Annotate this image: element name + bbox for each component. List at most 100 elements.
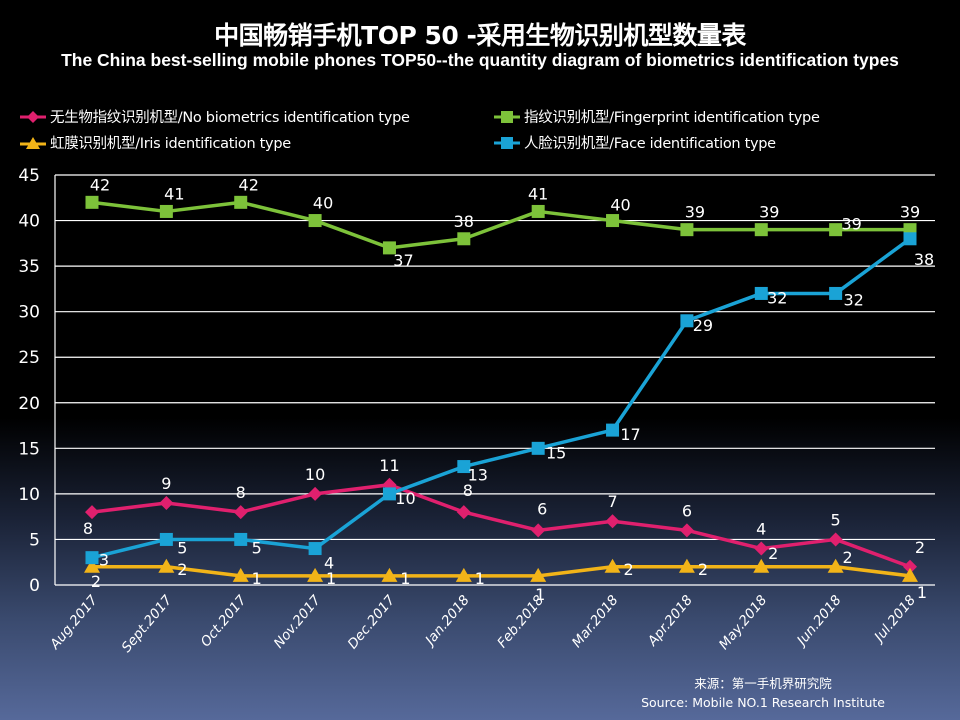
data-point-fingerprint	[829, 223, 843, 237]
data-point-fingerprint	[234, 195, 248, 209]
triangle-marker-icon	[20, 136, 46, 149]
x-tick-label: Nov.2017	[271, 592, 325, 652]
data-point-iris	[530, 567, 547, 582]
chart-subtitle: The China best-selling mobile phones TOP…	[61, 50, 899, 70]
x-tick-label: Jan.2018	[420, 592, 472, 650]
data-label-face: 17	[620, 425, 640, 444]
data-label-fingerprint: 41	[528, 184, 548, 203]
legend-item-no-biometrics: 无生物指纹识别机型/No biometrics identification t…	[20, 106, 410, 127]
data-point-face	[903, 232, 917, 246]
data-label-face: 4	[324, 554, 334, 573]
chart-title: 中国畅销手机TOP 50 -采用生物识别机型数量表	[214, 21, 746, 50]
legend-item-face: 人脸识别机型/Face identification type	[494, 132, 776, 153]
y-tick-label: 40	[18, 212, 40, 232]
data-point-fingerprint	[457, 232, 471, 246]
data-point-face	[159, 532, 173, 546]
data-point-iris	[827, 558, 844, 573]
data-point-no_biometrics	[85, 505, 99, 520]
data-label-iris: 1	[917, 583, 927, 602]
data-label-iris: 2	[843, 548, 853, 567]
data-label-fingerprint: 39	[841, 215, 861, 234]
y-tick-label: 35	[18, 257, 40, 277]
square-marker-icon	[494, 110, 520, 123]
data-label-no_biometrics: 5	[831, 510, 841, 529]
data-label-no_biometrics: 4	[756, 520, 766, 539]
data-label-face: 38	[914, 250, 934, 269]
data-point-iris	[158, 558, 175, 573]
data-label-iris: 2	[177, 560, 187, 579]
data-label-iris: 2	[768, 544, 778, 563]
data-point-no_biometrics	[754, 541, 769, 556]
series-group	[84, 195, 918, 582]
source-cn: 来源：第一手机界研究院	[694, 676, 832, 691]
data-point-no_biometrics	[531, 523, 546, 538]
data-label-iris: 1	[326, 569, 336, 588]
legend-item-fingerprint: 指纹识别机型/Fingerprint identification type	[494, 106, 820, 127]
y-tick-label: 20	[18, 394, 40, 414]
source-en: Source: Mobile NO.1 Research Institute	[641, 695, 885, 710]
data-point-no_biometrics	[828, 532, 843, 547]
data-point-fingerprint	[382, 241, 396, 255]
series-line-no_biometrics	[91, 483, 911, 569]
square-marker-icon	[494, 136, 520, 149]
x-tick-label: Dec.2017	[345, 592, 399, 652]
data-label-no_biometrics: 8	[236, 483, 246, 502]
data-point-iris	[902, 567, 918, 582]
data-point-fingerprint	[754, 223, 768, 237]
legend: 无生物指纹识别机型/No biometrics identification t…	[20, 106, 940, 160]
data-point-face	[85, 551, 99, 565]
data-point-iris	[604, 558, 621, 573]
data-label-iris: 1	[535, 585, 545, 604]
data-label-fingerprint: 42	[90, 175, 110, 194]
data-point-face	[531, 441, 545, 455]
data-label-face: 3	[99, 551, 109, 570]
legend-label: 指纹识别机型/Fingerprint identification type	[524, 110, 820, 126]
data-label-fingerprint: 39	[759, 203, 779, 222]
y-tick-label: 0	[29, 576, 40, 596]
data-point-face	[680, 314, 694, 328]
data-label-no_biometrics: 11	[379, 456, 399, 475]
data-point-fingerprint	[308, 214, 322, 228]
data-label-fingerprint: 40	[610, 196, 630, 215]
data-label-fingerprint: 41	[164, 184, 184, 203]
data-point-face	[308, 542, 322, 556]
legend-label: 无生物指纹识别机型/No biometrics identification t…	[50, 110, 410, 126]
data-label-iris: 1	[475, 569, 485, 588]
x-tick-label: Apr.2018	[644, 592, 696, 650]
data-label-face: 32	[843, 290, 863, 309]
data-point-fingerprint	[606, 214, 620, 228]
data-point-face	[606, 423, 620, 437]
data-point-no_biometrics	[903, 559, 917, 574]
data-label-iris: 2	[91, 572, 101, 591]
x-tick-label: Jun.2018	[792, 592, 845, 650]
data-label-face: 10	[395, 489, 415, 508]
data-point-fingerprint	[531, 204, 545, 218]
data-label-fingerprint: 42	[239, 175, 259, 194]
data-label-no_biometrics: 9	[161, 474, 171, 493]
x-tick-label: Jul.2018	[870, 592, 919, 647]
data-label-face: 15	[546, 443, 566, 462]
data-label-no_biometrics: 8	[83, 519, 93, 538]
y-tick-label: 5	[29, 530, 40, 550]
x-tick-label: Mar.2018	[569, 592, 622, 650]
data-point-iris	[232, 567, 249, 582]
y-tick-label: 25	[18, 348, 40, 368]
data-label-fingerprint: 37	[393, 251, 413, 270]
data-point-face	[829, 286, 843, 300]
data-label-no_biometrics: 2	[915, 538, 925, 557]
data-point-iris	[381, 567, 398, 582]
data-point-fingerprint	[159, 204, 173, 218]
x-tick-label: Oct.2017	[198, 592, 250, 650]
data-point-face	[382, 487, 396, 501]
y-tick-label: 45	[18, 166, 40, 186]
data-point-face	[457, 460, 471, 474]
y-axis: 0 5 10 15 20 25 30 35 40 45	[18, 166, 40, 596]
series-line-face	[91, 237, 912, 560]
legend-label: 虹膜识别机型/Iris identification type	[50, 136, 291, 152]
x-axis: Aug.2017 Sept.2017 Oct.2017 Nov.2017 Dec.201…	[46, 592, 919, 656]
y-tick-label: 10	[18, 485, 40, 505]
data-point-face	[754, 286, 768, 300]
data-point-face	[234, 532, 248, 546]
